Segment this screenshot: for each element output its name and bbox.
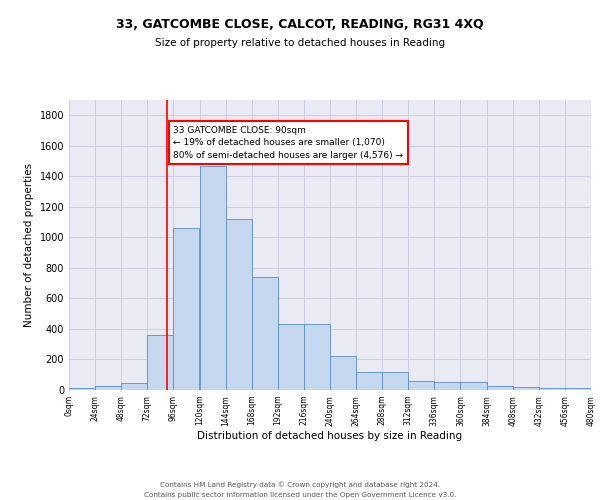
Bar <box>252 277 278 390</box>
Bar <box>487 386 512 390</box>
Text: 33, GATCOMBE CLOSE, CALCOT, READING, RG31 4XQ: 33, GATCOMBE CLOSE, CALCOT, READING, RG3… <box>116 18 484 30</box>
Bar <box>173 228 199 390</box>
Bar <box>226 219 252 390</box>
Text: Size of property relative to detached houses in Reading: Size of property relative to detached ho… <box>155 38 445 48</box>
Bar <box>408 381 434 390</box>
Bar <box>356 372 382 390</box>
Bar <box>513 387 539 390</box>
Bar <box>278 324 304 390</box>
Bar <box>148 335 173 390</box>
Bar <box>199 166 226 390</box>
X-axis label: Distribution of detached houses by size in Reading: Distribution of detached houses by size … <box>197 432 463 442</box>
Bar <box>434 382 461 390</box>
Bar <box>95 386 121 390</box>
Bar <box>539 388 565 390</box>
Bar <box>121 382 148 390</box>
Text: 33 GATCOMBE CLOSE: 90sqm
← 19% of detached houses are smaller (1,070)
80% of sem: 33 GATCOMBE CLOSE: 90sqm ← 19% of detach… <box>173 126 403 160</box>
Bar <box>565 388 591 390</box>
Y-axis label: Number of detached properties: Number of detached properties <box>24 163 34 327</box>
Bar <box>461 382 487 390</box>
Bar <box>69 388 95 390</box>
Text: Contains HM Land Registry data © Crown copyright and database right 2024.
Contai: Contains HM Land Registry data © Crown c… <box>144 482 456 498</box>
Bar <box>304 324 330 390</box>
Bar <box>382 372 409 390</box>
Bar <box>330 356 356 390</box>
